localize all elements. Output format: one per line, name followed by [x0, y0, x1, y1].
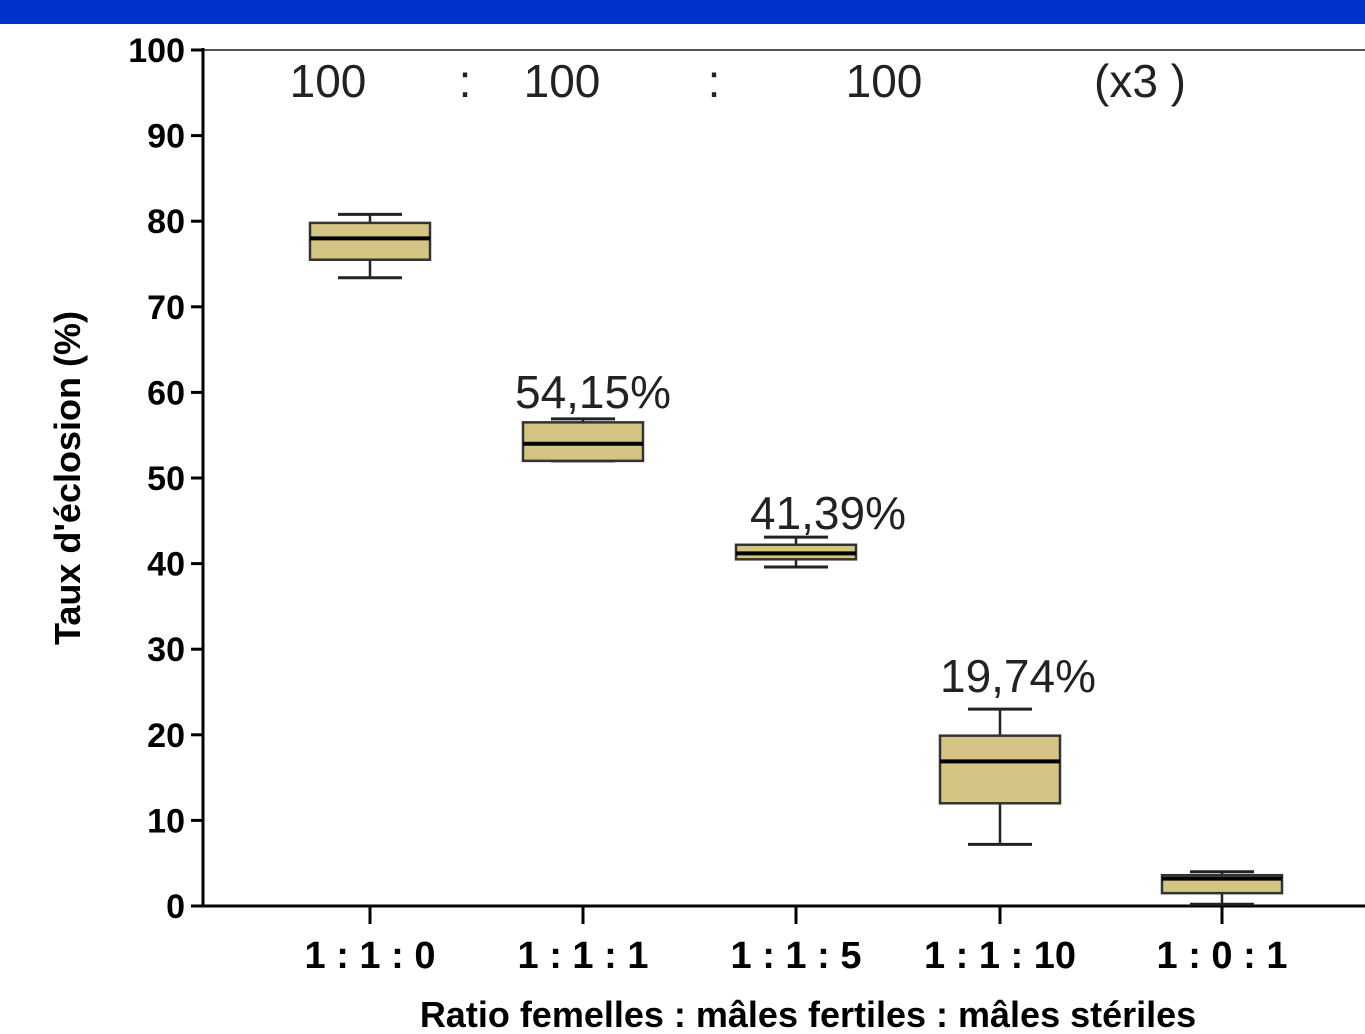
box-1-iqr: [521, 421, 645, 463]
annotations: 100:100:100 (x3 )54,15%41,39%19,74%: [290, 55, 1186, 702]
x-axis-title: Ratio femelles : mâles fertiles : mâles …: [420, 994, 1196, 1034]
x-tick-label-0: 1 : 1 : 0: [305, 935, 436, 977]
value-annotation-1: 41,39%: [750, 487, 906, 539]
y-tick-label-70: 70: [147, 289, 185, 327]
box-series: [308, 212, 1284, 906]
header-annotation-3: :: [708, 55, 721, 107]
x-tick-label-1: 1 : 1 : 1: [518, 935, 649, 977]
header-annotation-0: 100: [290, 55, 367, 107]
header-annotation-4: 100: [846, 55, 923, 107]
box-4: [1160, 870, 1284, 906]
y-tick-label-90: 90: [147, 118, 185, 156]
y-axis: 0 10 20 30 40 50 60 70 80 90 100: [128, 32, 203, 926]
y-tick-label-50: 50: [147, 460, 185, 498]
plot-frame: [201, 48, 1365, 908]
y-tick-label-10: 10: [147, 802, 185, 840]
y-tick-label-0: 0: [166, 888, 185, 926]
box-0-iqr: [308, 221, 432, 261]
x-tick-label-2: 1 : 1 : 5: [731, 935, 862, 977]
x-tick-label-3: 1 : 1 : 10: [924, 935, 1076, 977]
y-axis-title: Taux d'éclosion (%): [47, 311, 88, 645]
y-tick-label-20: 20: [147, 717, 185, 755]
title-banner: [0, 0, 1365, 24]
y-tick-label-60: 60: [147, 374, 185, 412]
y-tick-label-100: 100: [128, 32, 185, 70]
y-tick-label-30: 30: [147, 631, 185, 669]
header-annotation-1: :: [459, 55, 472, 107]
y-tick-label-40: 40: [147, 546, 185, 584]
box-3-iqr: [938, 734, 1062, 805]
y-tick-label-80: 80: [147, 203, 185, 241]
value-annotation-0: 54,15%: [515, 366, 671, 418]
header-annotation-2: 100: [524, 55, 601, 107]
box-2: [734, 535, 858, 569]
box-1: [521, 417, 645, 463]
value-annotation-2: 19,74%: [940, 650, 1096, 702]
x-tick-label-4: 1 : 0 : 1: [1157, 935, 1288, 977]
box-0: [308, 212, 432, 280]
header-annotation-5: (x3 ): [1094, 55, 1186, 107]
box-3: [938, 707, 1062, 846]
x-axis: 1 : 1 : 0 1 : 1 : 1 1 : 1 : 5 1 : 1 : 10 1 :…: [305, 906, 1288, 977]
